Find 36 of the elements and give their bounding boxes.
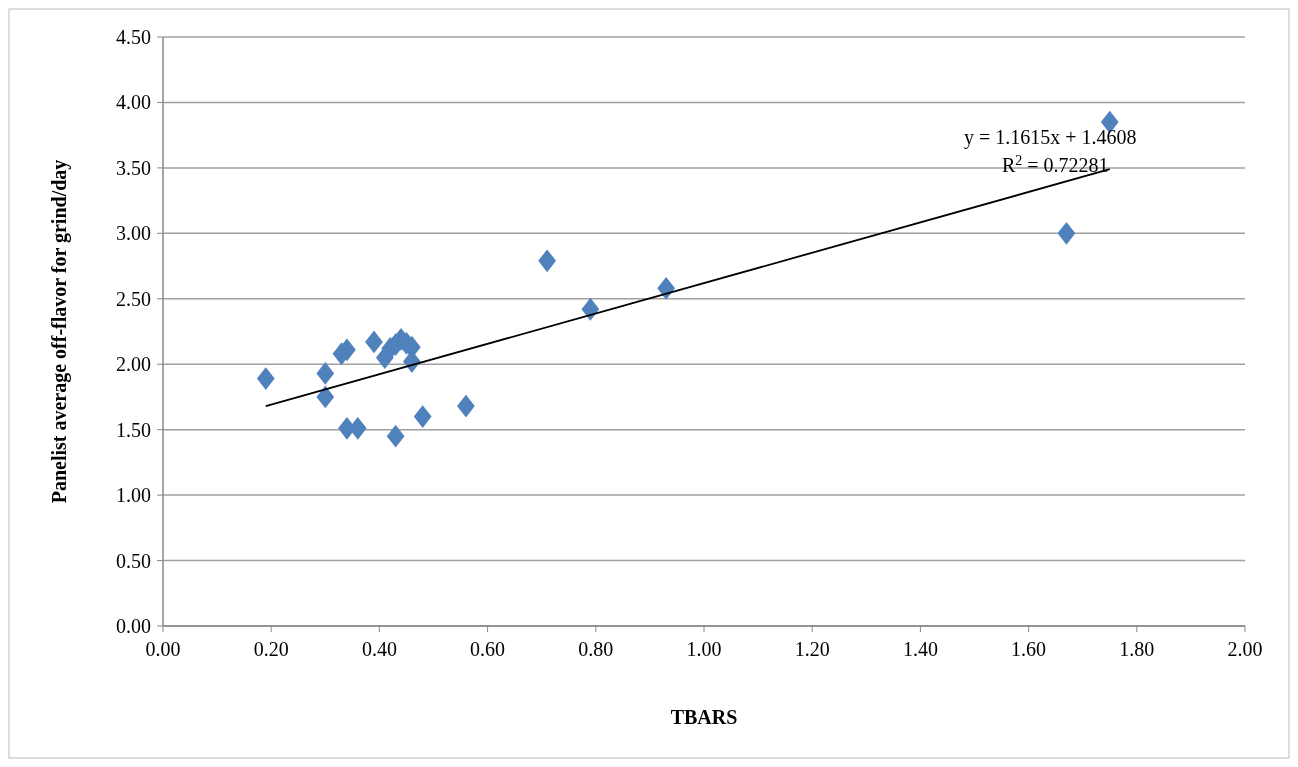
point [413, 405, 432, 428]
x-tick-label: 1.00 [686, 638, 722, 660]
annotation: R$^{2}$ = 0.72281 [1001, 152, 1109, 176]
x-tick-label: 1.60 [1011, 638, 1047, 660]
x-tick-label: 1.20 [794, 638, 830, 660]
x-tick-label: 0.60 [470, 638, 506, 660]
x-tick-label: 0.20 [253, 638, 289, 660]
y-tick-label: 3.00 [116, 222, 151, 245]
x-tick-label: 0.80 [578, 638, 614, 660]
point [457, 394, 475, 418]
y-tick-label: 3.50 [116, 156, 151, 179]
y-tick-label: 0.50 [116, 549, 151, 572]
point [365, 330, 383, 354]
point [1057, 221, 1076, 245]
y-tick-label: 2.50 [116, 287, 151, 310]
y-tick-label: 4.50 [116, 26, 151, 48]
y-tick-label: 1.00 [116, 484, 151, 507]
point [316, 385, 335, 409]
annotation: y = 1.1615x + 1.4608 [964, 125, 1137, 149]
x-tick-label: 2.00 [1227, 638, 1263, 660]
x-axis-title: TBARS [670, 706, 738, 728]
x-tick-label: 0.40 [361, 638, 397, 660]
point [657, 276, 676, 300]
point [581, 297, 600, 321]
point [256, 367, 275, 391]
x-tick-label: 0.00 [145, 638, 181, 660]
point [538, 249, 556, 273]
point [386, 424, 405, 448]
point [316, 361, 335, 385]
y-axis-title: Panelist average off-flavor for grind/day [48, 159, 71, 504]
y-tick-label: 1.50 [116, 418, 151, 441]
y-tick-label: 4.00 [116, 91, 151, 114]
x-tick-label: 1.80 [1119, 638, 1155, 660]
y-tick-label: 0.00 [116, 615, 151, 637]
x-tick-label: 1.40 [902, 638, 938, 660]
y-tick-label: 2.00 [116, 353, 151, 376]
